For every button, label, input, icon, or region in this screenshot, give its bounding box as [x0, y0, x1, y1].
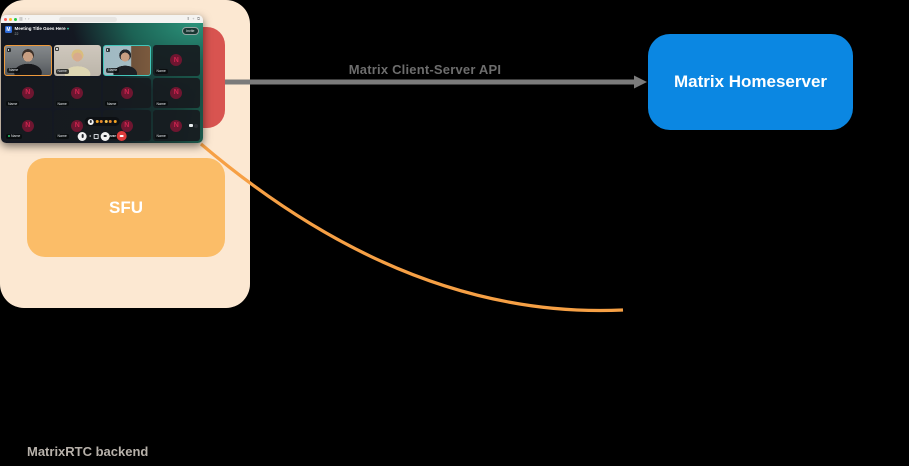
video-tile-avatar: N Name: [4, 110, 52, 141]
video-tile-avatar: N Name: [53, 110, 101, 141]
matrix-homeserver-label: Matrix Homeserver: [673, 72, 828, 91]
speaking-indicator-icon: [8, 135, 10, 138]
mic-indicator-icon: [105, 47, 110, 52]
meeting-title: Meeting Title Goes Here ▾: [14, 26, 69, 31]
matrix-homeserver-box: Matrix Homeserver: [648, 34, 853, 130]
chevron-down-icon[interactable]: ▾: [66, 26, 69, 31]
video-tile-avatar: N Name: [152, 77, 200, 109]
emoji-reaction-button[interactable]: [99, 120, 103, 123]
raise-hand-button[interactable]: [87, 118, 94, 125]
participant-name-pill: Name: [154, 68, 168, 74]
sfu-label: SFU: [109, 197, 143, 217]
avatar: N: [170, 86, 183, 99]
participant-name-pill: Name: [6, 133, 23, 139]
browser-chrome-bar: ▥ ‹ › ⬆ + ⧉: [1, 15, 203, 23]
avatar: N: [170, 119, 183, 132]
emoji-reaction-button[interactable]: [95, 120, 99, 123]
video-tile-speaker: Name: [4, 45, 52, 76]
minimize-window-icon[interactable]: [9, 17, 12, 21]
video-tile-grid: Name Name Name N Name N Name N Name: [4, 45, 200, 141]
share-icon[interactable]: ⬆: [186, 16, 190, 21]
url-bar[interactable]: [59, 16, 118, 22]
emoji-reaction-button[interactable]: [104, 120, 108, 123]
video-tile-avatar: N Name: [152, 110, 200, 141]
mic-muted-icon: [194, 123, 198, 128]
avatar: N: [120, 119, 133, 132]
camera-options-icon[interactable]: [112, 135, 114, 137]
call-controls-bar: [77, 131, 127, 141]
emoji-reaction-button[interactable]: [113, 120, 117, 123]
participant-name-pill: Name: [55, 101, 69, 107]
call-app-background: M Meeting Title Goes Here ▾ 22 Invite Na…: [1, 23, 203, 143]
avatar: N: [71, 86, 84, 99]
reactions-bar: [84, 117, 120, 126]
tile-status-icons: [189, 123, 198, 128]
mic-indicator-icon: [55, 46, 59, 51]
close-window-icon[interactable]: [4, 17, 7, 21]
video-tile-avatar: N Name: [103, 77, 151, 109]
forward-icon[interactable]: ›: [28, 16, 30, 21]
maximize-window-icon[interactable]: [14, 17, 17, 21]
new-tab-icon[interactable]: +: [192, 16, 195, 21]
sfu-media-curve: [199, 142, 624, 313]
invite-button[interactable]: Invite: [181, 27, 199, 35]
video-tile-person: Name: [53, 45, 101, 76]
sfu-box: SFU: [27, 158, 225, 257]
avatar: N: [21, 86, 34, 99]
avatar: N: [21, 119, 34, 132]
camera-off-icon: [189, 123, 193, 128]
browser-toolbar-icons: ⬆ + ⧉: [186, 17, 200, 21]
hangup-button[interactable]: [116, 131, 127, 141]
participant-name-pill: Name: [55, 133, 69, 139]
avatar: N: [170, 54, 183, 67]
participant-name-pill: Name: [105, 101, 119, 107]
client-server-api-arrow: [203, 75, 647, 89]
participant-count: 22: [14, 31, 19, 36]
api-arrow-label: Matrix Client-Server API: [348, 62, 502, 77]
tabs-icon[interactable]: ⧉: [197, 16, 200, 21]
participant-name-pill: Name: [105, 133, 119, 139]
video-call-browser-window: ▥ ‹ › ⬆ + ⧉ M Meeting Title Goes Here ▾ …: [1, 15, 203, 143]
participant-name-pill: Name: [154, 133, 168, 139]
mic-options-icon[interactable]: [89, 135, 91, 137]
avatar: N: [120, 86, 133, 99]
participant-name-pill: Name: [55, 68, 69, 74]
participant-name-pill: Name: [106, 67, 120, 73]
video-tile-person: Name: [103, 45, 151, 76]
camera-button[interactable]: [100, 131, 110, 141]
participant-name-pill: Name: [7, 67, 21, 73]
screenshare-button[interactable]: [93, 133, 99, 139]
back-icon[interactable]: ‹: [24, 16, 27, 21]
participant-name-pill: Name: [154, 101, 168, 107]
participant-name-pill: Name: [6, 101, 20, 107]
sidebar-icon[interactable]: ▥: [19, 16, 23, 21]
mic-button[interactable]: [77, 131, 87, 141]
call-header: M Meeting Title Goes Here ▾ 22 Invite: [1, 23, 203, 43]
avatar: N: [71, 119, 84, 132]
app-logo: M: [5, 26, 12, 33]
mic-indicator-icon: [6, 47, 11, 52]
matrixrtc-backend-label: MatrixRTC backend: [27, 444, 149, 459]
video-tile-avatar: N Name: [152, 45, 200, 76]
video-tile-avatar: N Name: [4, 77, 52, 109]
emoji-reaction-button[interactable]: [108, 120, 112, 123]
video-tile-avatar: N Name: [53, 77, 101, 109]
